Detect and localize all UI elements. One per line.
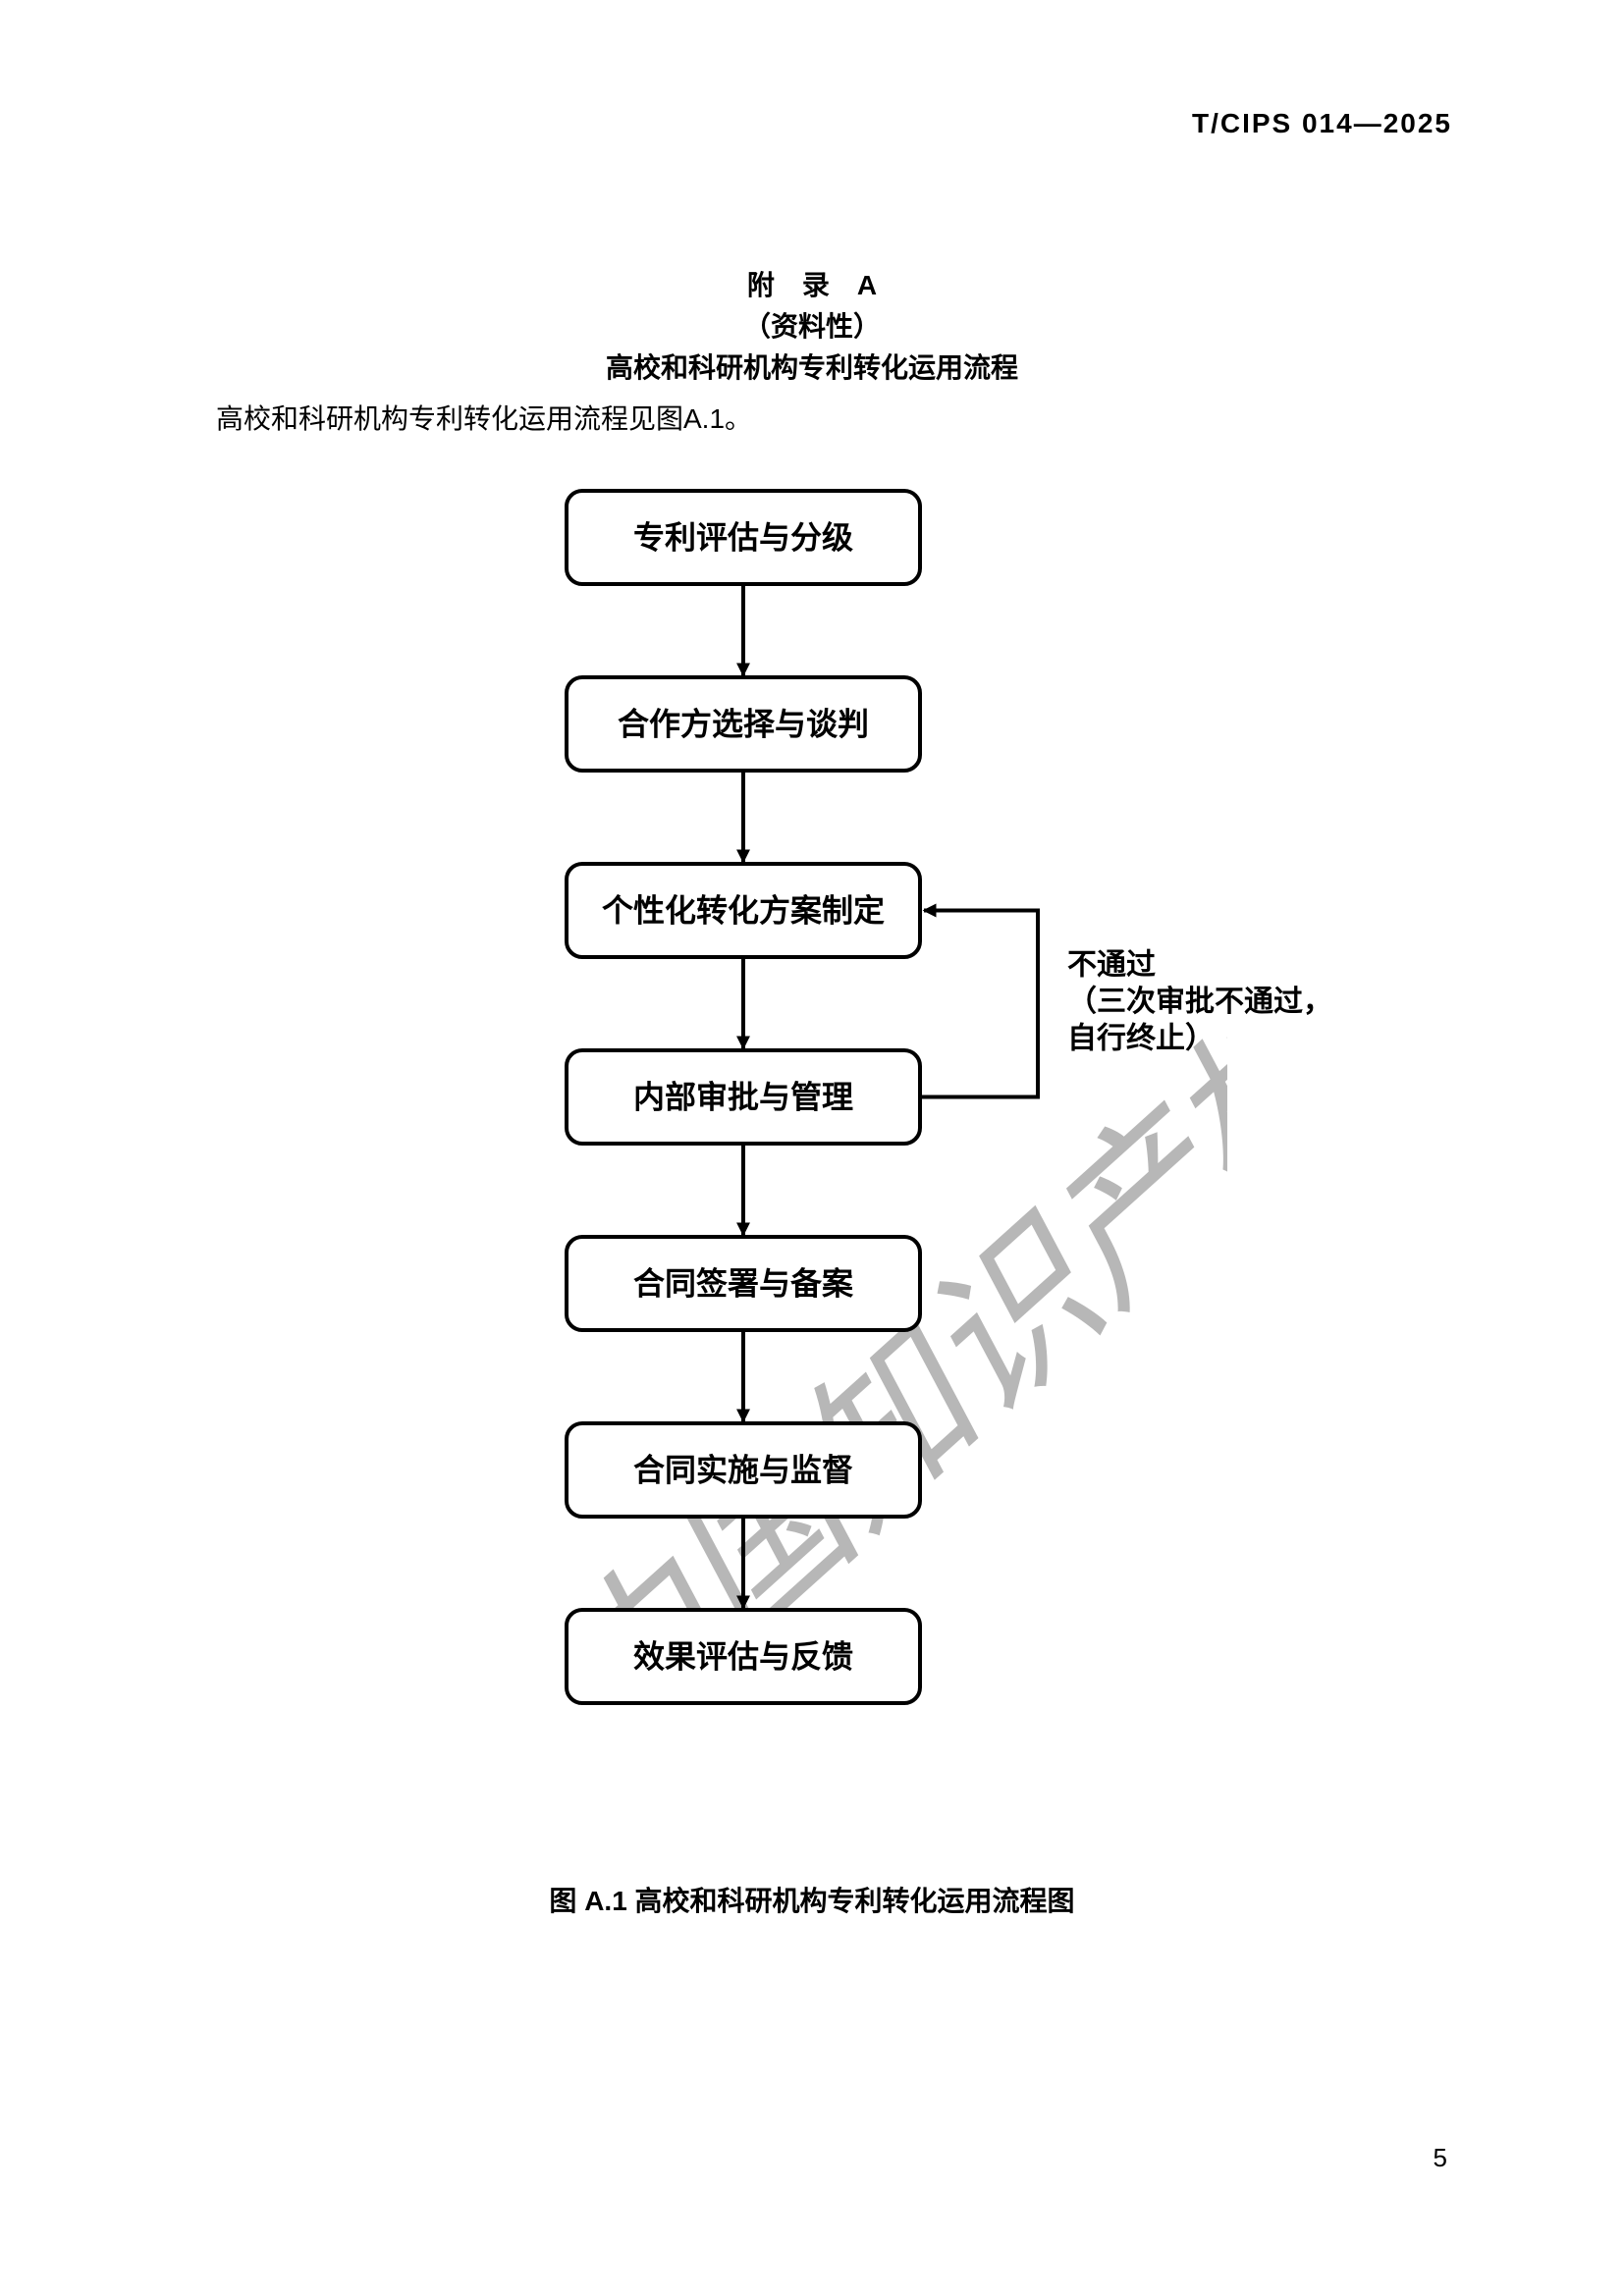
flowchart-container: 专利评估与分级合作方选择与谈判个性化转化方案制定内部审批与管理合同签署与备案合同… <box>0 461 1624 1757</box>
feedback-edge <box>920 911 1038 1097</box>
flow-node: 内部审批与管理 <box>567 1050 920 1144</box>
title-line-3: 高校和科研机构专利转化运用流程 <box>0 347 1624 389</box>
flow-node-label: 合作方选择与谈判 <box>618 707 869 742</box>
flow-node: 合作方选择与谈判 <box>567 677 920 771</box>
flow-node-label: 专利评估与分级 <box>633 520 853 556</box>
intro-paragraph: 高校和科研机构专利转化运用流程见图A.1。 <box>216 398 752 437</box>
flow-node: 个性化转化方案制定 <box>567 864 920 957</box>
flow-node: 合同签署与备案 <box>567 1237 920 1330</box>
title-line-1: 附 录 A <box>0 265 1624 306</box>
flow-node-label: 个性化转化方案制定 <box>602 893 885 929</box>
flow-node-label: 效果评估与反馈 <box>633 1639 853 1675</box>
flow-node: 专利评估与分级 <box>567 491 920 584</box>
page-number: 5 <box>1434 2143 1447 2173</box>
flow-node: 效果评估与反馈 <box>567 1610 920 1703</box>
figure-caption: 图 A.1 高校和科研机构专利转化运用流程图 <box>0 1880 1624 1919</box>
title-line-2: （资料性） <box>0 306 1624 347</box>
flow-node-label: 内部审批与管理 <box>633 1080 853 1115</box>
flowchart-svg: 专利评估与分级合作方选择与谈判个性化转化方案制定内部审批与管理合同签署与备案合同… <box>272 461 1352 1757</box>
appendix-title: 附 录 A （资料性） 高校和科研机构专利转化运用流程 <box>0 265 1624 389</box>
flow-node-label: 合同实施与监督 <box>633 1453 853 1488</box>
feedback-label: 不通过（三次审批不通过，自行终止） <box>1067 949 1332 1055</box>
flow-node: 合同实施与监督 <box>567 1423 920 1517</box>
flow-node-label: 合同签署与备案 <box>633 1266 854 1302</box>
document-code: T/CIPS 014—2025 <box>1192 108 1452 139</box>
